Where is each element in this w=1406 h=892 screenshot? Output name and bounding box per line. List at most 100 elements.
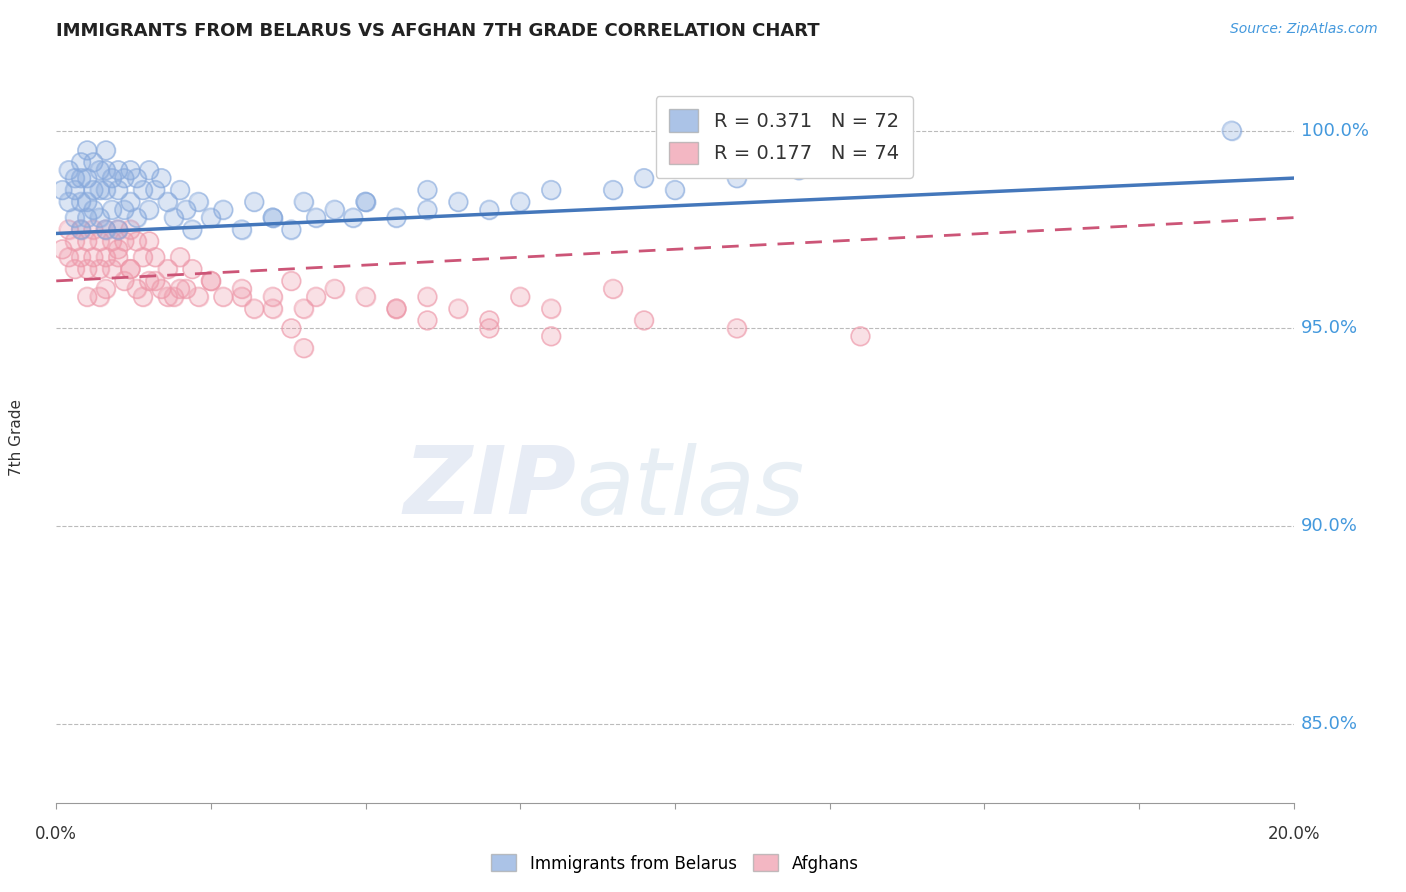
Point [447, 194, 470, 209]
Point [63, 211, 86, 225]
Point [82, 202, 104, 217]
Point [51, 183, 73, 197]
Point [107, 222, 129, 236]
Point [200, 274, 222, 288]
Point [664, 183, 686, 197]
Point [280, 222, 302, 236]
Point [150, 171, 173, 186]
Point [416, 290, 439, 304]
Point [63, 171, 86, 186]
Point [70, 222, 93, 236]
Point [1220, 123, 1243, 137]
Point [280, 222, 302, 236]
Point [89, 290, 111, 304]
Point [94, 222, 117, 236]
Point [243, 301, 266, 316]
Point [101, 262, 124, 277]
Point [385, 211, 408, 225]
Point [132, 183, 155, 197]
Point [725, 171, 748, 186]
Point [509, 194, 531, 209]
Point [416, 183, 439, 197]
Point [107, 242, 129, 256]
Point [262, 211, 284, 225]
Point [509, 290, 531, 304]
Point [187, 290, 209, 304]
Point [94, 183, 117, 197]
Point [120, 262, 142, 277]
Point [478, 321, 501, 335]
Point [169, 250, 191, 264]
Point [94, 222, 117, 236]
Point [416, 313, 439, 327]
Point [725, 171, 748, 186]
Point [89, 235, 111, 249]
Point [51, 183, 73, 197]
Point [76, 211, 98, 225]
Point [169, 250, 191, 264]
Point [181, 222, 204, 236]
Point [187, 194, 209, 209]
Point [156, 290, 179, 304]
Text: 85.0%: 85.0% [1301, 714, 1358, 732]
Point [112, 274, 135, 288]
Text: Source: ZipAtlas.com: Source: ZipAtlas.com [1230, 22, 1378, 37]
Point [447, 301, 470, 316]
Point [132, 250, 155, 264]
Point [633, 313, 655, 327]
Text: atlas: atlas [576, 442, 804, 533]
Point [58, 163, 80, 178]
Point [633, 171, 655, 186]
Point [385, 301, 408, 316]
Point [138, 202, 160, 217]
Point [94, 250, 117, 264]
Point [89, 262, 111, 277]
Point [150, 282, 173, 296]
Point [262, 301, 284, 316]
Point [305, 290, 328, 304]
Point [76, 194, 98, 209]
Point [725, 321, 748, 335]
Point [125, 171, 148, 186]
Point [125, 211, 148, 225]
Point [107, 222, 129, 236]
Point [120, 163, 142, 178]
Point [280, 321, 302, 335]
Point [354, 290, 377, 304]
Point [849, 329, 872, 343]
Point [725, 321, 748, 335]
Point [262, 211, 284, 225]
Point [70, 155, 93, 169]
Point [132, 290, 155, 304]
Point [58, 222, 80, 236]
Point [323, 282, 346, 296]
Point [76, 171, 98, 186]
Point [120, 262, 142, 277]
Point [120, 222, 142, 236]
Point [101, 202, 124, 217]
Point [163, 211, 186, 225]
Point [262, 290, 284, 304]
Point [101, 202, 124, 217]
Point [132, 183, 155, 197]
Point [107, 242, 129, 256]
Point [163, 290, 186, 304]
Point [262, 211, 284, 225]
Point [169, 282, 191, 296]
Point [76, 144, 98, 158]
Point [509, 194, 531, 209]
Point [243, 301, 266, 316]
Point [212, 202, 235, 217]
Point [107, 250, 129, 264]
Point [94, 222, 117, 236]
Point [602, 282, 624, 296]
Point [107, 183, 129, 197]
Point [70, 222, 93, 236]
Text: 95.0%: 95.0% [1301, 319, 1358, 337]
Point [51, 242, 73, 256]
Text: 90.0%: 90.0% [1301, 517, 1357, 535]
Point [63, 235, 86, 249]
Point [181, 262, 204, 277]
Point [112, 235, 135, 249]
Point [292, 194, 315, 209]
